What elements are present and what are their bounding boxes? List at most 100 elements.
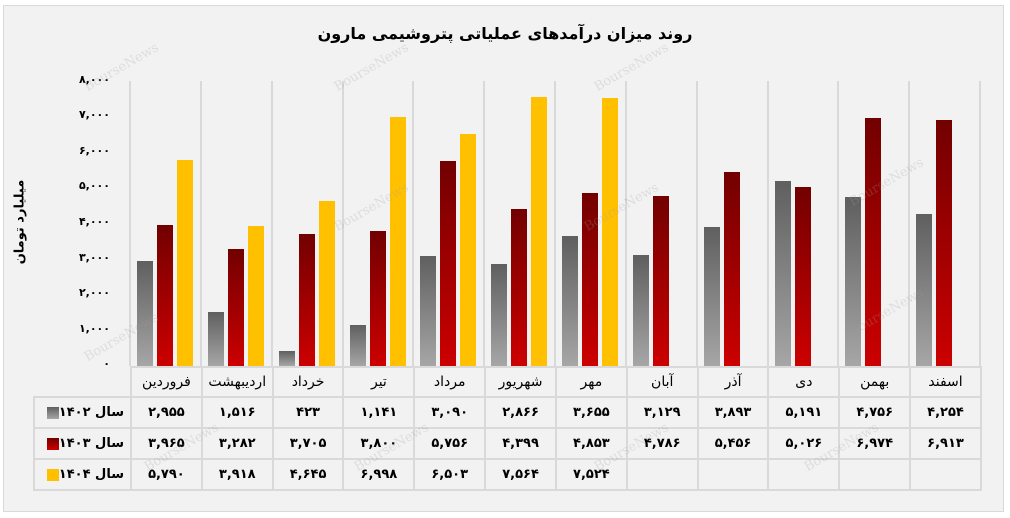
column-divider [270,81,273,366]
month-header: تیر [342,366,416,398]
table-corner [34,367,132,398]
table-cell: ۵,۷۵۶ [413,427,487,460]
column-divider [483,81,486,366]
bar-1403[interactable] [369,230,386,366]
bar-1402[interactable] [278,350,295,366]
bar-1404[interactable] [247,226,264,366]
bar-1403[interactable] [157,224,173,366]
table-cell: ۳,۲۸۲ [200,427,274,460]
table-cell: ۴,۸۵۳ [554,427,628,460]
table-cell: ۵,۴۵۶ [696,427,770,460]
legend-entry: سال ۱۴۰۲ [33,396,132,429]
y-axis-label: میلیارد تومان [12,179,28,265]
bar-1402[interactable] [137,260,153,366]
legend-swatch-icon [46,468,59,481]
table-cell [696,458,770,491]
y-tick: ۰ [103,357,110,370]
y-tick: ۷,۰۰۰ [78,108,110,121]
bar-1404[interactable] [602,97,618,366]
bar-1402[interactable] [491,263,508,366]
column-divider [624,81,627,366]
bar-1403[interactable] [936,119,953,366]
table-cell: ۴,۷۸۶ [625,427,699,460]
bar-1403[interactable] [440,160,457,366]
column-divider [766,81,769,366]
table-header-row: فروردین اردیبهشت خرداد تیر مرداد شهریور مهر آبا… [34,366,982,398]
bar-1403[interactable] [865,117,882,366]
data-table: فروردین اردیبهشت خرداد تیر مرداد شهریور مهر آبا… [33,366,982,491]
column-divider [908,81,911,366]
table-cell: ۶,۵۰۳ [413,458,487,491]
y-tick: ۵,۰۰۰ [78,179,110,192]
bar-1402[interactable] [207,312,224,366]
table-cell: ۵,۱۹۱ [767,396,841,429]
bar-1404[interactable] [177,159,193,366]
month-header: مرداد [413,366,487,398]
month-header: شهریور [484,366,557,398]
month-header: فروردین [130,366,203,398]
bar-1403[interactable] [652,195,669,366]
column-divider [199,81,202,366]
month-header: آذر [696,366,770,398]
table-cell: ۳,۱۲۹ [625,396,699,429]
bar-1402[interactable] [703,227,720,366]
column-divider [695,81,698,366]
bar-1403[interactable] [582,193,598,366]
column-divider [837,81,840,366]
table-cell: ۳,۶۵۵ [554,396,628,429]
y-tick: ۲,۰۰۰ [78,286,110,299]
table-cell: ۳,۹۶۵ [130,427,203,460]
table-cell: ۴,۷۵۶ [838,396,912,429]
table-cell: ۶,۹۱۳ [909,427,982,460]
bar-1404[interactable] [318,200,335,366]
month-header: بهمن [838,366,912,398]
legend-label: سال ۱۴۰۲ [58,405,124,420]
bar-1403[interactable] [794,186,811,366]
y-tick: ۳,۰۰۰ [78,251,110,264]
bar-1403[interactable] [298,234,315,366]
table-cell: ۶,۹۷۴ [838,427,912,460]
column-divider [129,81,131,366]
bar-1402[interactable] [845,196,862,366]
bar-1404[interactable] [531,96,548,366]
bar-1404[interactable] [389,116,406,366]
table-row: سال ۱۴۰۴ ۵,۷۹۰ ۳,۹۱۸ ۴,۶۴۵ ۶,۹۹۸ ۶,۵۰۳ ۷,۵۶۴ ۷,… [33,458,982,491]
bar-1402[interactable] [420,255,437,366]
month-header: مهر [554,366,628,398]
month-header: اسفند [909,366,982,398]
legend-swatch-icon [46,437,59,450]
bar-1402[interactable] [562,235,578,366]
legend-swatch-icon [46,406,59,419]
bar-1402[interactable] [349,325,366,366]
table-cell: ۳,۷۰۵ [271,427,345,460]
table-cell: ۲,۸۶۶ [484,396,557,429]
table-cell: ۴,۳۹۹ [484,427,557,460]
bar-1402[interactable] [632,254,649,366]
column-divider [979,81,981,366]
bar-1404[interactable] [460,134,477,366]
table-cell: ۶,۹۹۸ [342,458,416,491]
legend-label: سال ۱۴۰۳ [58,436,124,451]
y-tick: ۱,۰۰۰ [78,322,110,335]
y-tick: ۴,۰۰۰ [78,215,110,228]
month-header: خرداد [271,366,345,398]
table-cell: ۳,۸۰۰ [342,427,416,460]
table-cell: ۳,۰۹۰ [413,396,487,429]
table-cell [625,458,699,491]
bar-1402[interactable] [774,181,791,366]
y-tick: ۸,۰۰۰ [78,73,110,86]
table-cell: ۷,۵۲۴ [554,458,628,491]
bar-1403[interactable] [227,249,244,366]
legend-entry: سال ۱۴۰۳ [33,427,132,460]
column-divider [554,81,556,366]
bar-1403[interactable] [511,209,528,366]
table-cell: ۴,۶۴۵ [271,458,345,491]
table-cell: ۴,۲۵۴ [909,396,982,429]
bar-1402[interactable] [916,214,933,366]
bar-1403[interactable] [723,171,740,366]
y-tick: ۶,۰۰۰ [78,144,110,157]
column-divider [412,81,415,366]
legend-entry: سال ۱۴۰۴ [33,458,132,491]
table-cell: ۳,۸۹۳ [696,396,770,429]
chart-title: روند میزان درآمدهای عملیاتی پتروشیمی مار… [317,24,693,43]
